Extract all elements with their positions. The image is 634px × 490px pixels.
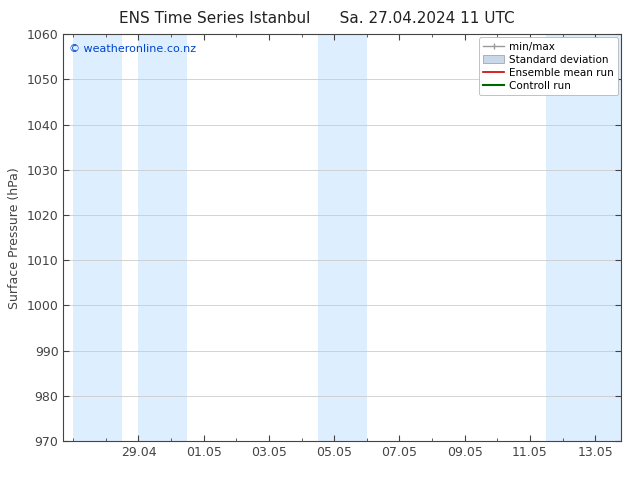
Bar	[138, 34, 188, 441]
Y-axis label: Surface Pressure (hPa): Surface Pressure (hPa)	[8, 167, 21, 309]
Bar	[318, 34, 367, 441]
Bar	[73, 34, 122, 441]
Text: © weatheronline.co.nz: © weatheronline.co.nz	[69, 45, 196, 54]
Bar	[547, 34, 621, 441]
Legend: min/max, Standard deviation, Ensemble mean run, Controll run: min/max, Standard deviation, Ensemble me…	[479, 37, 618, 95]
Text: ENS Time Series Istanbul      Sa. 27.04.2024 11 UTC: ENS Time Series Istanbul Sa. 27.04.2024 …	[119, 11, 515, 26]
